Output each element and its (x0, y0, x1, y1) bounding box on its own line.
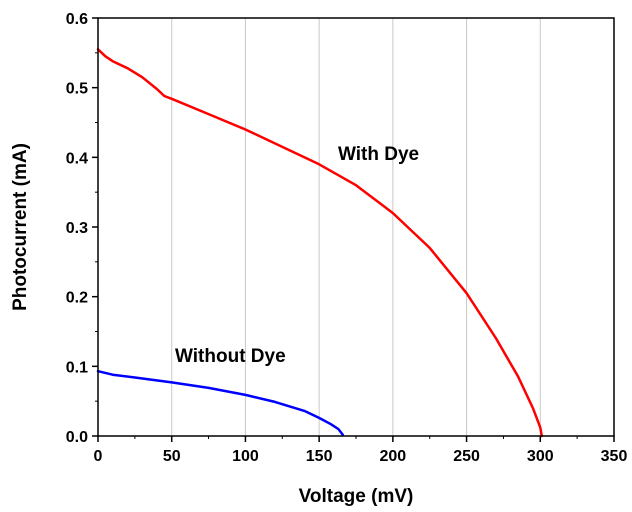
grid-lines (171, 18, 541, 436)
x-tick-label: 50 (163, 448, 181, 465)
y-tick-label: 0.3 (66, 220, 88, 237)
x-axis-label: Voltage (mV) (299, 486, 414, 507)
y-tick-labels: 0.0 0.1 0.2 0.3 0.4 0.5 0.6 (66, 11, 88, 446)
x-tick-label: 150 (306, 448, 333, 465)
x-tick-label: 100 (232, 448, 259, 465)
y-tick-label: 0.0 (66, 429, 88, 446)
axis-ticks (92, 17, 615, 442)
series-line-without-dye (96, 369, 344, 436)
x-tick-labels: 0 50 100 150 200 250 300 350 (94, 448, 628, 465)
x-tick-label: 250 (453, 448, 480, 465)
y-tick-label: 0.1 (66, 359, 88, 376)
series-line-with-dye (96, 48, 544, 438)
y-tick-label: 0.5 (66, 81, 88, 98)
y-tick-label: 0.4 (66, 150, 88, 167)
y-tick-label: 0.2 (66, 290, 88, 307)
x-tick-label: 0 (94, 448, 103, 465)
series-label-without-dye: Without Dye (175, 346, 286, 367)
y-axis-label: Photocurrent (mA) (10, 143, 31, 311)
series-lines (96, 48, 544, 438)
series-label-with-dye: With Dye (338, 144, 419, 165)
x-tick-label: 200 (380, 448, 407, 465)
y-tick-label: 0.6 (66, 11, 88, 28)
x-tick-label: 350 (601, 448, 628, 465)
x-tick-label: 300 (527, 448, 554, 465)
plot-frame (97, 17, 615, 437)
